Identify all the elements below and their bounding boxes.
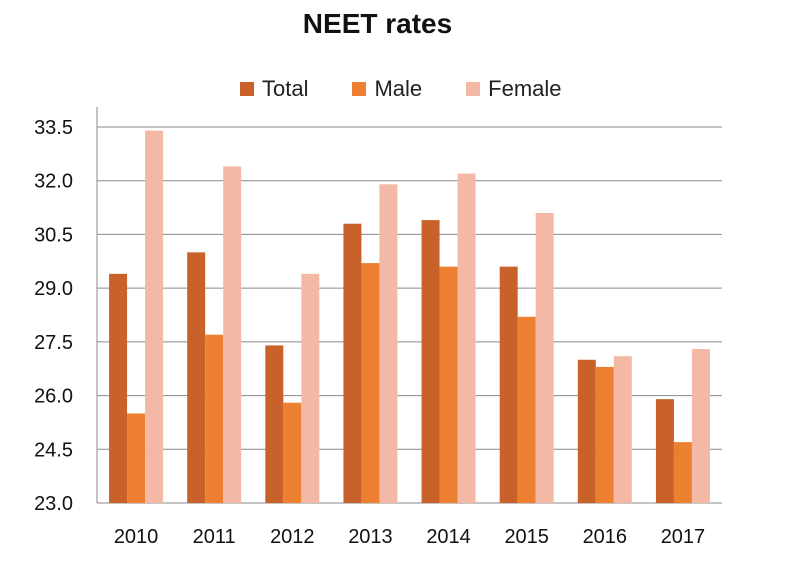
y-tick-label: 32.0	[34, 171, 73, 193]
x-tick-label: 2010	[114, 526, 159, 548]
legend-swatch-female	[466, 82, 481, 96]
legend-item-female: Female	[466, 76, 562, 102]
bar-total-2016	[577, 359, 596, 503]
bar-female-2011	[223, 166, 242, 503]
y-tick-label: 33.5	[34, 117, 73, 139]
y-tick-label: 26.0	[34, 386, 73, 408]
x-tick-label: 2015	[504, 526, 549, 548]
bar-female-2012	[301, 273, 320, 503]
bar-female-2017	[691, 349, 710, 503]
bar-male-2016	[595, 366, 614, 503]
bar-female-2010	[145, 130, 164, 504]
legend-label-female: Female	[488, 76, 562, 101]
bar-female-2015	[535, 212, 554, 503]
x-tick-label: 2014	[426, 526, 471, 548]
chart-title: NEET rates	[302, 8, 453, 39]
bar-male-2011	[205, 334, 224, 503]
bar-female-2016	[613, 356, 632, 503]
legend-swatch-total	[240, 82, 254, 96]
bar-total-2010	[109, 273, 128, 503]
bar-total-2015	[499, 266, 518, 503]
bar-total-2017	[655, 399, 674, 503]
bar-male-2012	[283, 402, 302, 503]
bar-total-2011	[187, 252, 206, 503]
bar-total-2013	[343, 223, 362, 503]
bar-male-2010	[127, 413, 146, 503]
y-tick-label: 27.5	[34, 332, 73, 354]
x-tick-label: 2011	[193, 526, 236, 548]
legend-item-male: Male	[352, 76, 422, 102]
x-tick-label: 2013	[348, 526, 393, 548]
bar-female-2013	[379, 184, 398, 504]
legend: Total Male Female	[240, 76, 606, 102]
legend-label-total: Total	[262, 76, 309, 101]
bar-total-2012	[265, 345, 284, 503]
bar-male-2015	[517, 316, 536, 503]
y-tick-label: 29.0	[34, 278, 73, 300]
x-tick-label: 2012	[270, 526, 315, 548]
bar-male-2014	[439, 266, 458, 503]
bar-total-2014	[421, 220, 440, 503]
bar-female-2014	[457, 173, 476, 504]
x-tick-label: 2016	[583, 526, 628, 548]
y-tick-label: 30.5	[34, 224, 73, 246]
legend-label-male: Male	[374, 76, 423, 101]
y-tick-label: 24.5	[34, 439, 73, 461]
bar-male-2013	[361, 263, 380, 503]
legend-item-total: Total	[240, 76, 308, 102]
bar-male-2017	[673, 442, 692, 503]
legend-swatch-male	[352, 82, 367, 96]
x-tick-label: 2017	[661, 526, 706, 548]
y-tick-label: 23.0	[34, 493, 73, 515]
